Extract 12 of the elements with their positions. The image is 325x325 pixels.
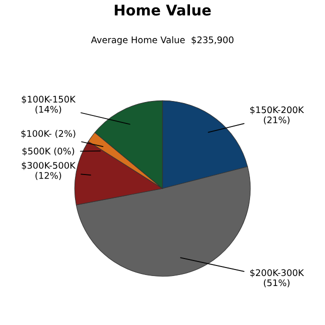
data-label: (51%)	[264, 279, 290, 288]
slice-label: $300K-500K	[22, 162, 76, 170]
slice-label: $200K-300K	[250, 269, 304, 278]
chart-subtitle: Average Home Value $235,900	[91, 36, 234, 45]
slice-label: $150K-200K	[250, 106, 304, 114]
data-label: (21%)	[264, 116, 290, 124]
slice-label: $100K-150K	[22, 96, 76, 104]
chart-title: Home Value	[114, 4, 211, 16]
data-label: (14%)	[36, 106, 62, 114]
data-label: (12%)	[36, 172, 62, 180]
legend-label: $500K (0%)	[22, 147, 74, 156]
slice-label: $100K- (2%)	[21, 130, 76, 138]
